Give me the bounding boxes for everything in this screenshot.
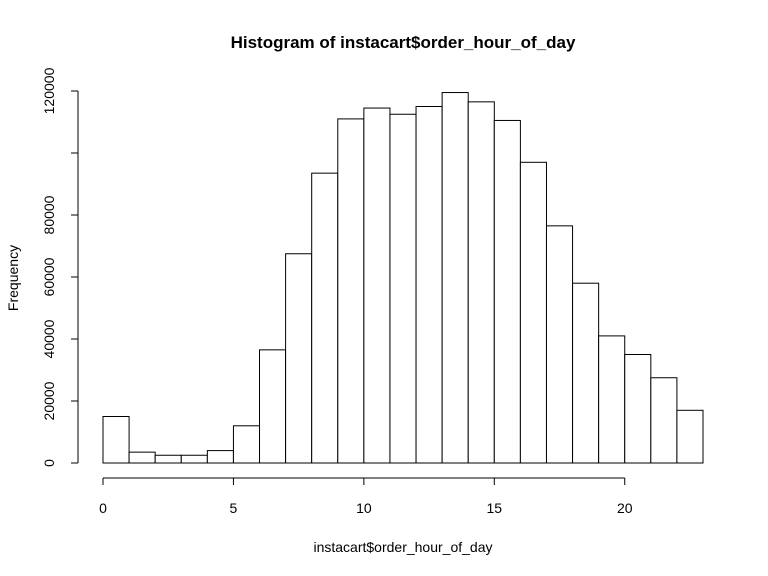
y-tick-label: 0 bbox=[41, 459, 57, 467]
y-axis-label: Frequency bbox=[5, 245, 21, 311]
histogram-bar bbox=[676, 409, 704, 464]
histogram-bar bbox=[415, 106, 443, 464]
histogram-bar bbox=[545, 225, 574, 464]
histogram-bar bbox=[650, 377, 678, 464]
chart-title: Histogram of instacart$order_hour_of_day bbox=[231, 33, 576, 52]
bars-group bbox=[102, 92, 704, 464]
histogram-bar bbox=[572, 282, 600, 464]
y-tick-label: 80000 bbox=[41, 195, 57, 234]
histogram-bar bbox=[519, 161, 547, 464]
x-axis-label: instacart$order_hour_of_day bbox=[313, 539, 492, 555]
histogram-bar bbox=[206, 450, 234, 464]
histogram-bar bbox=[624, 354, 652, 464]
y-tick-label: 120000 bbox=[41, 67, 57, 114]
histogram-bar bbox=[598, 335, 626, 464]
y-tick-label: 40000 bbox=[41, 319, 57, 358]
y-tick-label: 60000 bbox=[41, 257, 57, 296]
histogram-bar bbox=[389, 113, 417, 464]
x-tick-label: 5 bbox=[230, 500, 238, 516]
histogram-bar bbox=[128, 451, 156, 464]
x-tick-label: 20 bbox=[617, 500, 633, 516]
histogram-bar bbox=[311, 172, 339, 464]
x-tick-label: 0 bbox=[99, 500, 107, 516]
histogram-bar bbox=[467, 101, 495, 464]
histogram-bar bbox=[337, 118, 365, 464]
y-tick-label: 20000 bbox=[41, 381, 57, 420]
x-axis: 0 5 10 15 20 bbox=[99, 477, 633, 516]
histogram-bar bbox=[259, 349, 287, 464]
histogram-bar bbox=[180, 454, 208, 464]
histogram-bar bbox=[232, 425, 261, 464]
x-tick-label: 15 bbox=[487, 500, 503, 516]
y-axis: 0 20000 40000 60000 80000 120000 bbox=[41, 67, 79, 467]
histogram-bar bbox=[154, 454, 182, 464]
histogram-bar bbox=[102, 416, 130, 464]
histogram-bar bbox=[493, 119, 521, 464]
histogram-bar bbox=[441, 92, 469, 464]
histogram-bar bbox=[363, 107, 391, 464]
x-tick-label: 10 bbox=[356, 500, 372, 516]
histogram-bar bbox=[285, 253, 313, 464]
